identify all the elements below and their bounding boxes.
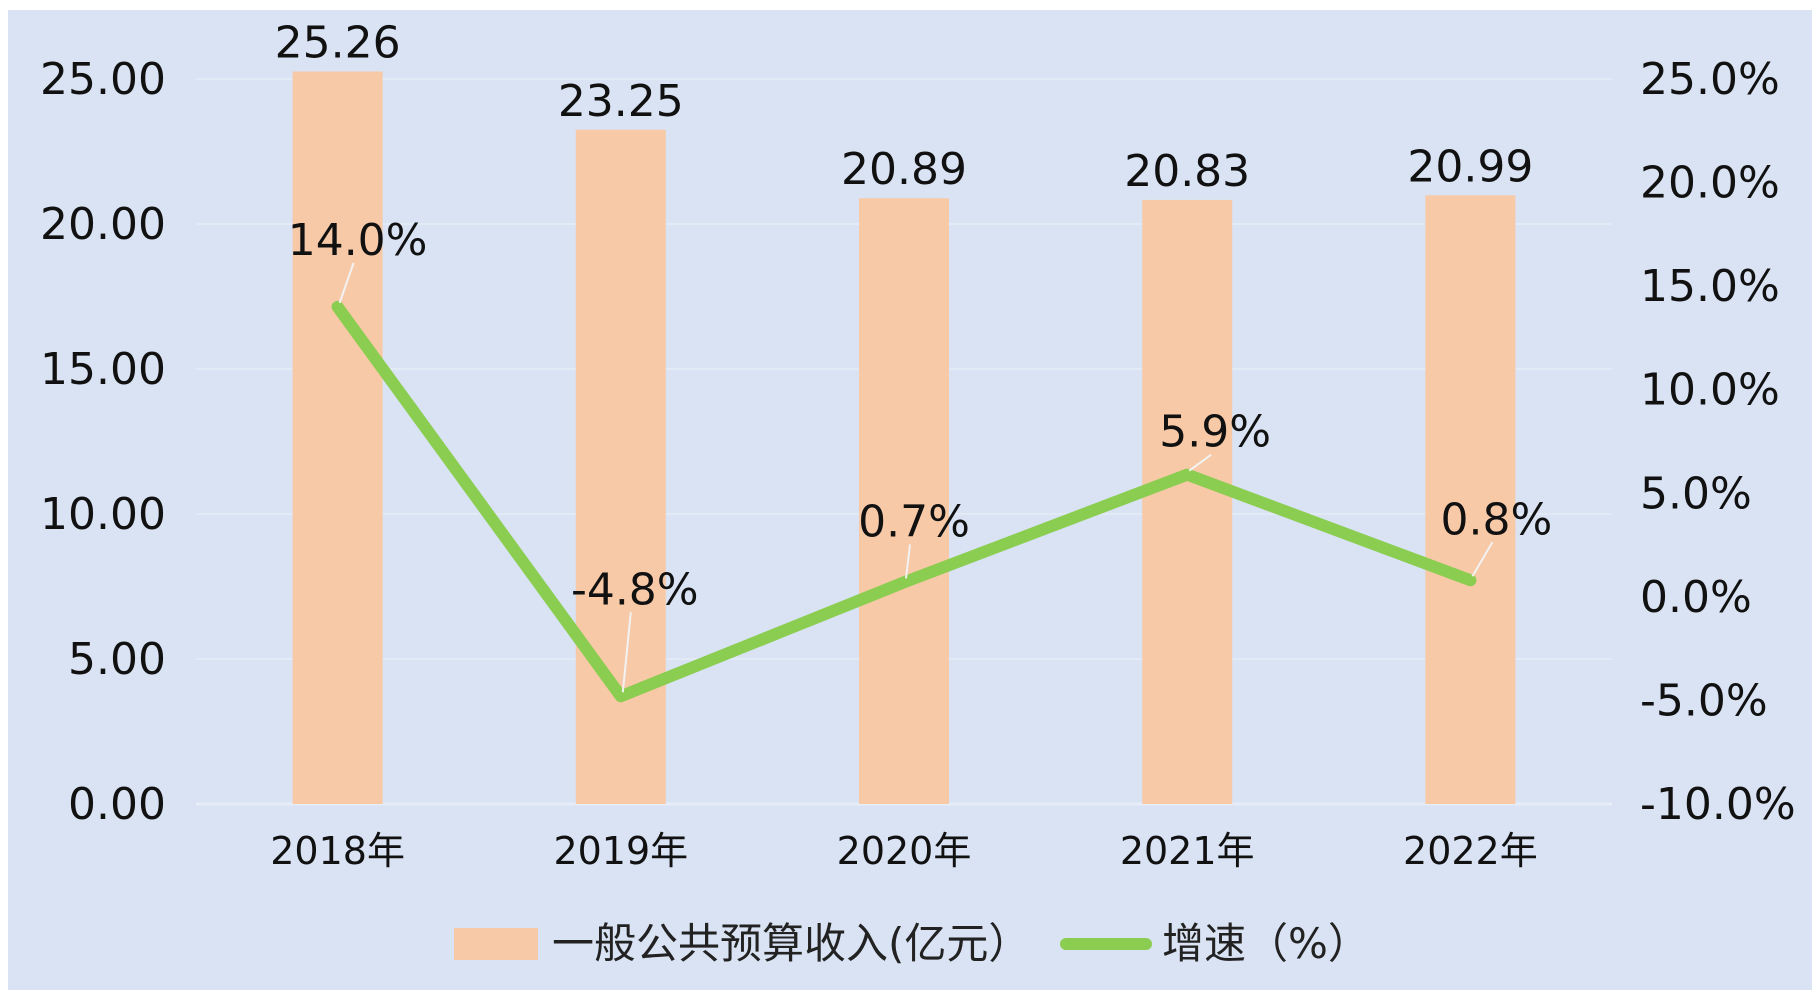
bar — [1142, 199, 1233, 804]
y-left-tick-label: 20.00 — [40, 199, 166, 250]
bar — [575, 129, 666, 804]
y-left-tick-label: 5.00 — [68, 634, 166, 685]
line-value-label: 0.8% — [1441, 494, 1553, 545]
line-value-label: 0.7% — [858, 496, 970, 547]
bar — [859, 198, 949, 804]
y-right-tick-label: 25.0% — [1640, 54, 1780, 105]
y-left-tick-label: 25.00 — [40, 54, 166, 105]
growth-line — [331, 300, 1477, 703]
x-category-label: 2019年 — [553, 829, 688, 873]
line-value-label: 14.0% — [288, 215, 428, 266]
legend-bar-swatch — [454, 928, 538, 960]
label-leader-line — [1188, 453, 1212, 472]
bar-value-label: 20.89 — [841, 144, 967, 195]
x-category-label: 2021年 — [1120, 829, 1255, 873]
axes: 0.00 5.00 10.00 15.00 20.00 25.00 -10.0% -5.0% 0… — [40, 54, 1796, 873]
legend-bar-label: 一般公共预算收入(亿元） — [552, 919, 1030, 968]
label-leader-line — [338, 262, 355, 304]
x-category-label: 2022年 — [1403, 829, 1538, 873]
x-category-label: 2018年 — [270, 829, 405, 873]
label-leader-line — [621, 612, 632, 693]
line-series — [331, 300, 1477, 703]
y-right-tick-label: 10.0% — [1640, 365, 1780, 416]
y-left-tick-label: 10.00 — [40, 489, 166, 540]
label-leader-line — [1471, 541, 1494, 577]
legend: 一般公共预算收入(亿元） 增速（%） — [454, 919, 1370, 968]
y-right-tick-label: 0.0% — [1640, 572, 1752, 623]
legend-line-label: 增速（%） — [1162, 919, 1370, 968]
bar — [1425, 195, 1516, 805]
y-right-tick-label: 15.0% — [1640, 261, 1780, 312]
bar-value-label: 20.99 — [1407, 141, 1533, 192]
y-right-tick-label: 5.0% — [1640, 468, 1752, 519]
label-leader-line — [905, 544, 911, 579]
line-value-label: 5.9% — [1159, 407, 1271, 458]
bar-value-label: 25.26 — [275, 17, 401, 68]
bar-value-label: 23.25 — [558, 76, 684, 127]
bar — [292, 71, 383, 804]
y-left-tick-label: 0.00 — [68, 779, 166, 830]
line-value-label: -4.8% — [571, 564, 699, 615]
y-right-tick-label: -5.0% — [1640, 675, 1768, 726]
x-category-label: 2020年 — [837, 829, 972, 873]
y-right-tick-label: -10.0% — [1640, 779, 1796, 830]
data-labels: 25.26 23.25 20.89 20.83 20.99 14.0% -4.8% 0.7% 5… — [275, 17, 1553, 693]
y-right-tick-label: 20.0% — [1640, 158, 1780, 209]
y-left-tick-label: 15.00 — [40, 344, 166, 395]
bar-value-label: 20.83 — [1124, 146, 1250, 197]
